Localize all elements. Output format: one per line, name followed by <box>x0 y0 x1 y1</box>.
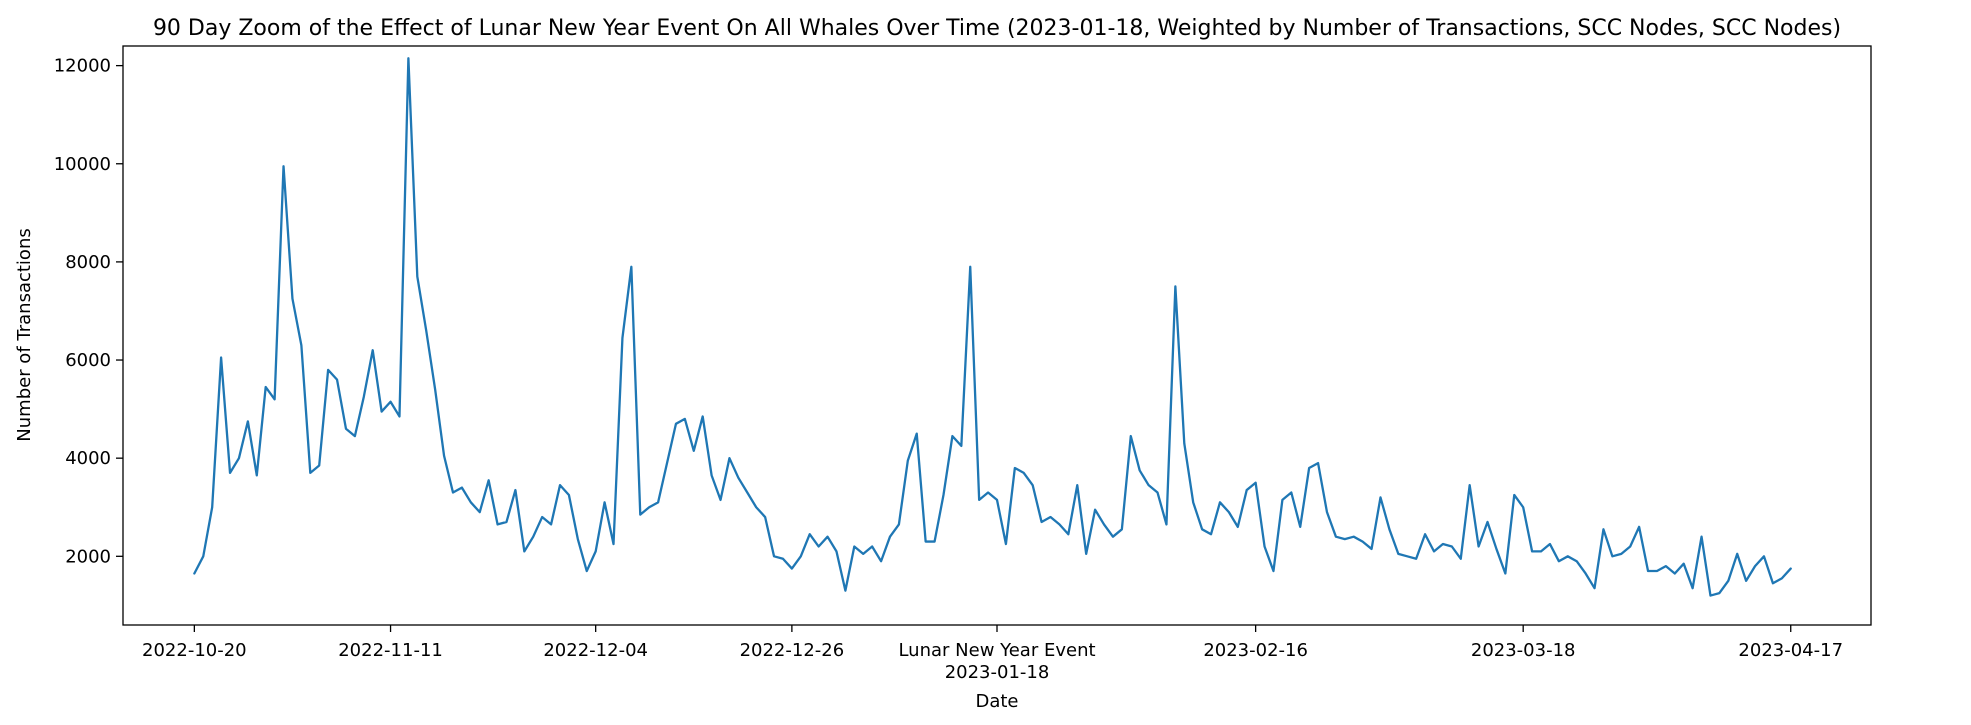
chart-title: 90 Day Zoom of the Effect of Lunar New Y… <box>153 16 1841 41</box>
event-annotation-label: Lunar New Year Event <box>898 640 1095 661</box>
x-tick-label: 2022-10-20 <box>142 640 247 661</box>
plot-frame <box>122 45 1872 626</box>
y-tick-label: 12000 <box>54 56 111 77</box>
y-tick-label: 10000 <box>54 154 111 175</box>
x-tick-label: 2022-12-04 <box>543 640 648 661</box>
series-group <box>193 57 1792 597</box>
y-tick-label: 8000 <box>65 252 111 273</box>
y-axis-ticks: 2000 4000 6000 8000 10000 12000 <box>54 56 123 567</box>
y-tick-label: 2000 <box>65 546 111 567</box>
series-line <box>193 57 1792 597</box>
x-tick-label: 2022-12-26 <box>740 640 845 661</box>
x-tick-label: 2023-03-18 <box>1471 640 1576 661</box>
y-axis-label: Number of Transactions <box>14 228 35 441</box>
x-tick-label: 2022-11-11 <box>338 640 443 661</box>
x-axis-label: Date <box>975 691 1018 712</box>
y-tick-label: 4000 <box>65 448 111 469</box>
x-tick-label: 2023-04-17 <box>1738 640 1843 661</box>
y-tick-label: 6000 <box>65 350 111 371</box>
x-axis-ticks: 2022-10-20 2022-11-11 2022-12-04 2022-12-26… <box>142 625 1843 683</box>
x-tick-label: 2023-02-16 <box>1203 640 1308 661</box>
x-tick-label: 2023-01-18 <box>945 662 1050 683</box>
